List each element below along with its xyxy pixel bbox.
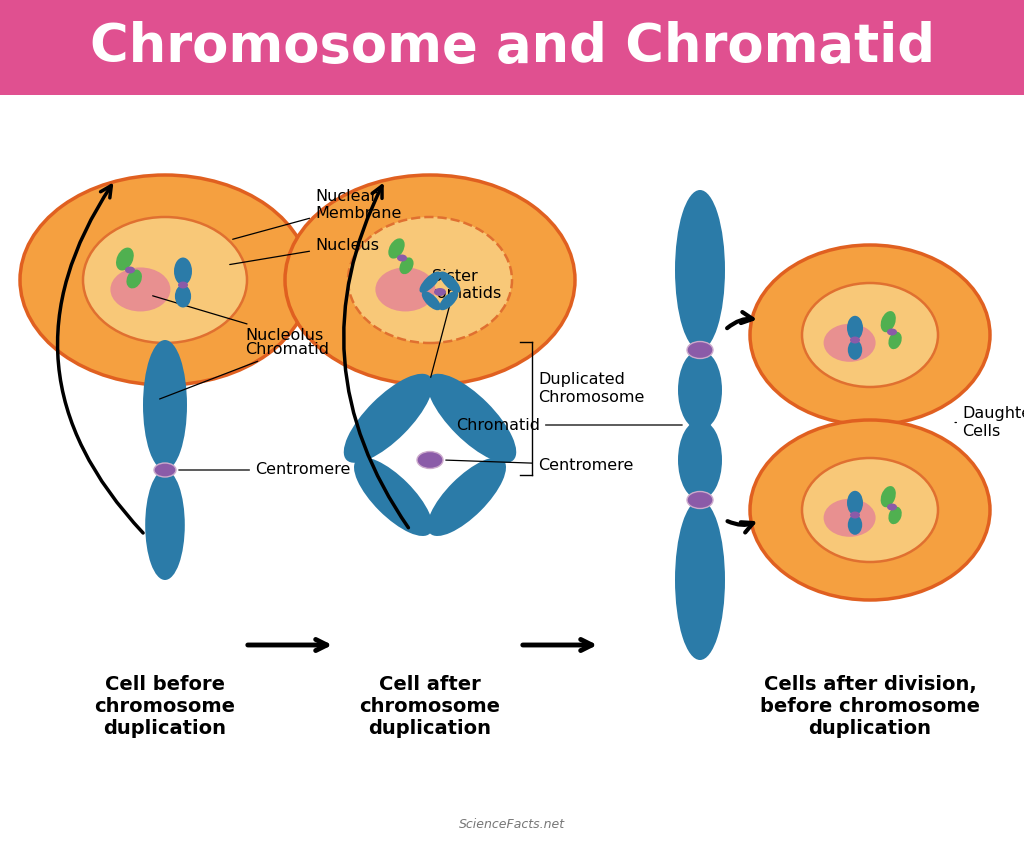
Ellipse shape (848, 515, 862, 535)
Ellipse shape (427, 458, 506, 536)
Text: Chromatid: Chromatid (456, 417, 682, 433)
Ellipse shape (889, 332, 902, 349)
Bar (0, 0, 1024, 95)
Ellipse shape (116, 248, 134, 271)
Ellipse shape (422, 292, 440, 310)
Ellipse shape (850, 336, 860, 343)
Ellipse shape (678, 350, 722, 430)
Ellipse shape (178, 281, 188, 288)
Ellipse shape (125, 267, 135, 273)
Text: Daughter
Cells: Daughter Cells (955, 406, 1024, 439)
Ellipse shape (687, 341, 713, 359)
Ellipse shape (145, 470, 184, 580)
Ellipse shape (687, 492, 713, 508)
Ellipse shape (675, 190, 725, 350)
Text: Nuclear
Membrane: Nuclear Membrane (232, 189, 401, 239)
Ellipse shape (823, 324, 876, 362)
Ellipse shape (439, 292, 459, 310)
Text: Chromatid: Chromatid (160, 342, 329, 399)
Ellipse shape (111, 267, 170, 311)
Ellipse shape (802, 283, 938, 387)
Ellipse shape (881, 486, 896, 507)
Ellipse shape (154, 463, 176, 477)
Ellipse shape (823, 499, 876, 537)
Ellipse shape (397, 255, 407, 261)
Ellipse shape (427, 374, 516, 463)
Ellipse shape (434, 288, 446, 296)
Text: ScienceFacts.net: ScienceFacts.net (459, 819, 565, 832)
Ellipse shape (750, 245, 990, 425)
Ellipse shape (376, 267, 435, 311)
Ellipse shape (675, 500, 725, 660)
Ellipse shape (399, 257, 414, 274)
Ellipse shape (678, 420, 722, 500)
Ellipse shape (439, 272, 461, 292)
Ellipse shape (887, 329, 897, 335)
Ellipse shape (143, 340, 187, 470)
Ellipse shape (388, 238, 404, 259)
Text: Nucleolus: Nucleolus (153, 296, 324, 342)
Ellipse shape (348, 217, 512, 343)
Ellipse shape (83, 217, 247, 343)
Text: Cell after
chromosome
duplication: Cell after chromosome duplication (359, 675, 501, 738)
Ellipse shape (850, 512, 860, 519)
Ellipse shape (887, 503, 897, 511)
Ellipse shape (420, 272, 440, 292)
Ellipse shape (802, 458, 938, 562)
Ellipse shape (881, 311, 896, 332)
Ellipse shape (344, 374, 433, 463)
Ellipse shape (889, 507, 902, 525)
Text: Chromosome and Chromatid: Chromosome and Chromatid (89, 22, 935, 73)
Ellipse shape (285, 175, 575, 385)
Ellipse shape (20, 175, 310, 385)
Ellipse shape (175, 285, 191, 308)
Ellipse shape (847, 316, 863, 340)
Text: Centromere: Centromere (445, 458, 634, 472)
Ellipse shape (848, 340, 862, 359)
Ellipse shape (354, 458, 432, 536)
Ellipse shape (174, 257, 193, 285)
Ellipse shape (750, 420, 990, 600)
Text: Cell before
chromosome
duplication: Cell before chromosome duplication (94, 675, 236, 738)
Text: Centromere: Centromere (179, 463, 350, 477)
Text: Duplicated
Chromosome: Duplicated Chromosome (538, 372, 644, 405)
Ellipse shape (126, 269, 142, 288)
Ellipse shape (417, 452, 443, 469)
Text: Cells after division,
before chromosome
duplication: Cells after division, before chromosome … (760, 675, 980, 738)
Text: Nucleus: Nucleus (229, 237, 379, 265)
Ellipse shape (847, 491, 863, 515)
Text: Sister
Chromatids: Sister Chromatids (409, 269, 501, 378)
